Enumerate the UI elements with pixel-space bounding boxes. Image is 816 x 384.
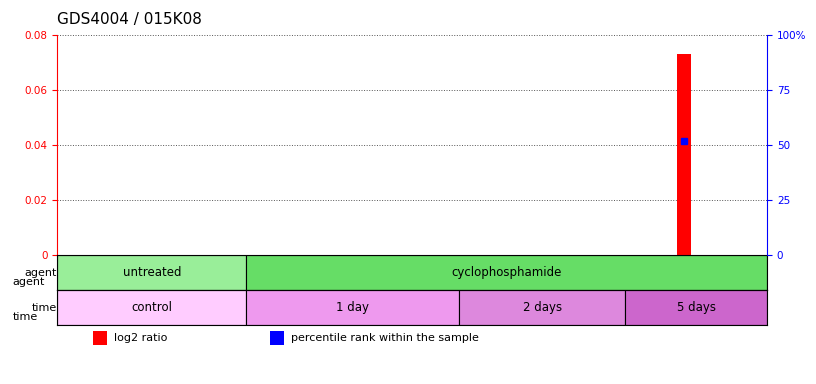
Text: GDS4004 / 015K08: GDS4004 / 015K08 xyxy=(57,12,202,27)
Text: 1 day: 1 day xyxy=(336,301,370,314)
Bar xyxy=(625,290,767,325)
Text: control: control xyxy=(131,301,172,314)
Bar xyxy=(246,255,767,290)
Text: agent: agent xyxy=(12,277,45,287)
Bar xyxy=(246,290,459,325)
Bar xyxy=(93,331,107,345)
Bar xyxy=(270,331,284,345)
Text: 2 days: 2 days xyxy=(523,301,561,314)
Text: time: time xyxy=(32,303,57,313)
Text: untreated: untreated xyxy=(122,266,181,279)
Text: cyclophosphamide: cyclophosphamide xyxy=(451,266,562,279)
Text: agent: agent xyxy=(24,268,57,278)
Text: log2 ratio: log2 ratio xyxy=(114,333,167,343)
Bar xyxy=(459,290,625,325)
Bar xyxy=(57,290,246,325)
Text: percentile rank within the sample: percentile rank within the sample xyxy=(291,333,479,343)
Bar xyxy=(677,54,691,255)
Bar xyxy=(57,255,246,290)
Text: 5 days: 5 days xyxy=(676,301,716,314)
Text: time: time xyxy=(12,312,38,322)
